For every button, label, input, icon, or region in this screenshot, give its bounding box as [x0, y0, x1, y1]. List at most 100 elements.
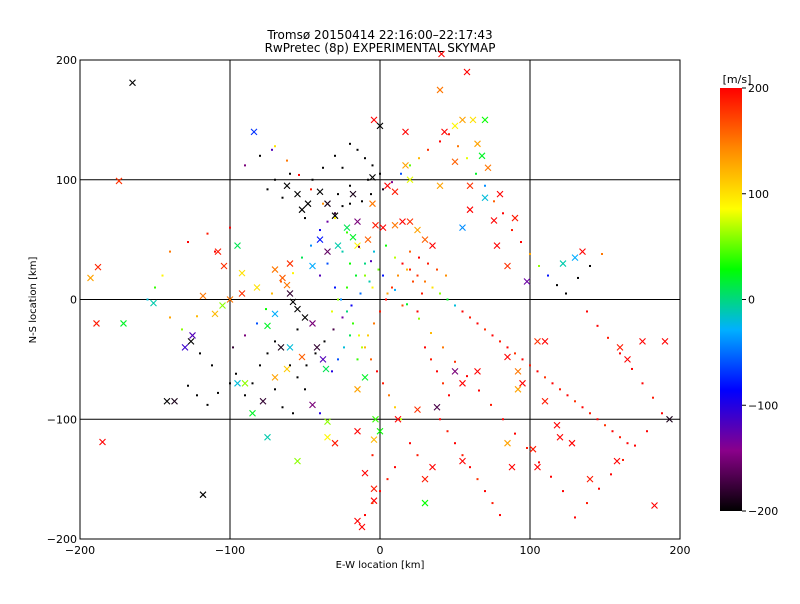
- data-point-dot: [169, 250, 171, 253]
- data-point-dot: [499, 340, 501, 343]
- data-point-cross: [474, 367, 481, 375]
- data-point-cross: [511, 214, 519, 222]
- data-point-dot: [461, 310, 464, 313]
- data-point-dot: [271, 292, 273, 295]
- data-point-cross: [478, 152, 486, 160]
- data-point-cross: [459, 116, 466, 124]
- data-point-dot: [289, 364, 291, 367]
- data-point-dot: [397, 274, 399, 277]
- data-point-dot: [244, 164, 246, 167]
- data-point-cross: [534, 463, 541, 471]
- data-point-dot: [251, 382, 254, 385]
- data-point-cross: [364, 236, 372, 244]
- data-point-dot: [430, 358, 432, 361]
- data-point-dot: [461, 454, 464, 457]
- data-point-dot: [646, 430, 648, 433]
- data-point-cross: [541, 338, 549, 345]
- data-point-dot: [301, 256, 303, 259]
- data-points: [87, 50, 673, 531]
- colorbar-tick-label: 200: [748, 82, 769, 95]
- data-point-cross: [661, 338, 669, 345]
- data-point-dot: [211, 364, 213, 367]
- data-point-dot: [370, 358, 372, 361]
- data-point-dot: [323, 340, 326, 343]
- data-point-dot: [401, 262, 404, 265]
- data-point-cross: [309, 320, 316, 327]
- data-point-dot: [466, 157, 468, 160]
- data-point-dot: [394, 466, 396, 469]
- data-point-dot: [418, 157, 420, 160]
- data-point-dot: [314, 352, 317, 355]
- data-point-dot: [235, 372, 237, 375]
- data-point-dot: [322, 166, 324, 169]
- data-point-cross: [469, 116, 477, 124]
- data-point-dot: [364, 514, 366, 517]
- data-point-cross: [559, 260, 567, 267]
- data-point-cross: [349, 190, 357, 198]
- data-point-dot: [641, 382, 644, 385]
- data-point-dot: [550, 475, 552, 478]
- data-point-cross: [322, 365, 330, 373]
- data-point-dot: [454, 360, 456, 363]
- data-point-cross: [316, 236, 324, 244]
- data-point-cross: [613, 457, 621, 465]
- data-point-dot: [514, 432, 516, 435]
- data-point-cross: [504, 262, 511, 270]
- data-point-dot: [334, 154, 336, 157]
- data-point-dot: [206, 232, 209, 235]
- data-point-cross: [414, 226, 421, 234]
- data-point-cross: [384, 182, 391, 190]
- data-point-dot: [331, 310, 333, 313]
- data-point-cross: [568, 439, 576, 447]
- data-point-cross: [271, 373, 279, 381]
- data-point-dot: [274, 340, 276, 343]
- data-point-dot: [356, 148, 359, 151]
- data-point-dot: [551, 382, 554, 385]
- data-point-dot: [416, 310, 419, 313]
- data-point-dot: [319, 229, 321, 232]
- data-point-cross: [376, 427, 384, 435]
- data-point-cross: [279, 274, 286, 282]
- data-point-dot: [536, 370, 539, 373]
- chart-title: Tromsø 20150414 22:16:00–22:17:43: [266, 28, 492, 42]
- data-point-dot: [346, 286, 348, 289]
- data-point-dot: [256, 322, 258, 325]
- data-point-cross: [211, 310, 219, 318]
- data-point-dot: [574, 400, 576, 403]
- data-point-cross: [429, 242, 436, 250]
- data-point-dot: [436, 268, 438, 271]
- data-point-dot: [526, 446, 528, 449]
- data-point-dot: [506, 346, 509, 349]
- data-point-dot: [622, 458, 624, 461]
- y-tick-label: 0: [70, 294, 77, 307]
- data-point-cross: [238, 269, 246, 277]
- data-point-dot: [469, 466, 471, 469]
- data-point-cross: [372, 415, 379, 423]
- data-point-cross: [376, 122, 384, 130]
- data-point-dot: [439, 418, 441, 421]
- data-point-dot: [430, 332, 432, 335]
- data-point-cross: [553, 421, 561, 429]
- data-point-dot: [229, 226, 231, 229]
- data-point-cross: [199, 491, 207, 499]
- data-point-cross: [459, 224, 466, 232]
- data-point-cross: [402, 161, 409, 169]
- data-point-cross: [651, 502, 658, 509]
- data-point-cross: [421, 475, 429, 483]
- data-point-cross: [508, 463, 516, 471]
- data-point-dot: [442, 346, 444, 349]
- data-point-dot: [346, 231, 348, 234]
- data-point-cross: [519, 379, 526, 387]
- data-point-dot: [358, 245, 360, 248]
- data-point-dot: [385, 244, 387, 247]
- data-point-dot: [379, 172, 381, 175]
- data-point-dot: [371, 164, 374, 167]
- x-tick-label: −200: [65, 544, 95, 557]
- data-point-dot: [491, 334, 494, 337]
- data-point-cross: [354, 427, 361, 435]
- data-point-dot: [409, 442, 411, 445]
- data-point-cross: [504, 439, 511, 447]
- data-point-dot: [371, 454, 374, 457]
- data-point-dot: [373, 250, 375, 253]
